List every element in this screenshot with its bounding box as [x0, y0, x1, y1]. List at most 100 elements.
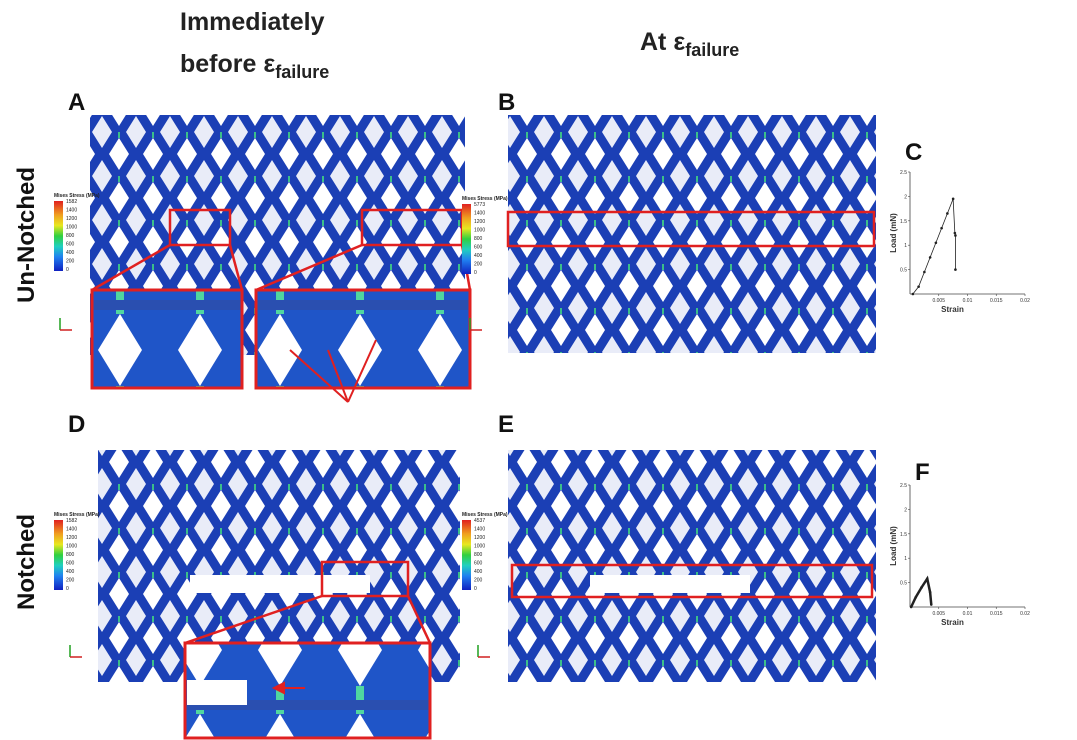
inset: [256, 290, 470, 388]
x-axis-label: Strain: [941, 305, 964, 314]
panel-letter: B: [498, 89, 515, 116]
legend-value: 1000: [474, 228, 485, 234]
data-point: [930, 603, 933, 606]
legend-value: 200: [474, 578, 483, 584]
y-tick-label: 2.5: [900, 170, 907, 176]
figure: Immediately before εfailure At εfailure …: [0, 0, 1077, 740]
data-point: [914, 596, 917, 599]
y-tick-label: 0.5: [900, 268, 907, 274]
legend-value: 400: [474, 569, 483, 575]
data-point: [946, 212, 949, 215]
legend-value: 1200: [474, 219, 485, 225]
y-tick-label: 1.5: [900, 219, 907, 225]
panel-letter: D: [68, 411, 85, 438]
legend-value: 800: [474, 552, 483, 558]
y-tick-label: 2.5: [900, 483, 907, 489]
panel-letter: E: [498, 411, 514, 438]
legend-value: 1400: [474, 527, 485, 533]
legend-value: 1200: [474, 535, 485, 541]
header-text: before ε: [180, 50, 275, 78]
color-bar: [462, 204, 471, 274]
row-label: Notched: [13, 514, 40, 610]
legend-value: 200: [66, 578, 75, 584]
y-tick-label: 0.5: [900, 581, 907, 587]
data-point: [923, 271, 926, 274]
panel-letter: F: [915, 459, 930, 486]
data-point: [954, 268, 957, 271]
legend-value: 5773: [474, 202, 485, 208]
color-bar: [54, 520, 63, 590]
y-axis-label: Load (mN): [889, 213, 898, 253]
legend-value: 800: [66, 233, 75, 239]
legend-value: 600: [66, 242, 75, 248]
legend-value: 1400: [66, 208, 77, 214]
notch: [187, 680, 247, 705]
header: Immediately: [180, 8, 325, 36]
legend-value: 1400: [474, 211, 485, 217]
data-point: [954, 234, 957, 237]
x-tick-label: 0.005: [932, 298, 945, 304]
x-tick-label: 0.015: [990, 611, 1003, 617]
x-tick-label: 0.02: [1020, 611, 1030, 617]
curve: [911, 579, 931, 607]
legend-value: 0: [474, 270, 477, 276]
notch: [190, 575, 370, 593]
inset: [92, 290, 242, 388]
notch: [590, 575, 750, 593]
y-tick-label: 1: [904, 243, 907, 249]
legend-value: 600: [66, 561, 75, 567]
data-point: [952, 198, 955, 201]
y-axis-label: Load (mN): [889, 526, 898, 566]
data-point: [954, 232, 957, 235]
color-bar: [54, 201, 63, 271]
legend-value: 200: [66, 259, 75, 265]
legend-value: 1200: [66, 216, 77, 222]
y-tick-label: 1: [904, 556, 907, 562]
legend-value: 800: [66, 552, 75, 558]
legend-value: 0: [474, 586, 477, 592]
row-label: Un-Notched: [13, 167, 40, 303]
legend-value: 0: [66, 586, 69, 592]
header-sub: failure: [685, 40, 739, 60]
legend-value: 200: [474, 262, 483, 268]
x-tick-label: 0.01: [963, 611, 973, 617]
data-point: [935, 241, 938, 244]
legend-value: 1000: [474, 544, 485, 550]
y-tick-label: 1.5: [900, 532, 907, 538]
data-point: [920, 586, 923, 589]
simulation-image: [508, 115, 876, 353]
legend-value: 400: [474, 253, 483, 259]
legend-value: 800: [474, 236, 483, 242]
panel-letter: C: [905, 139, 922, 166]
legend-value: 1582: [66, 199, 77, 205]
legend-value: 600: [474, 245, 483, 251]
legend-value: 0: [66, 267, 69, 273]
header: At εfailure: [640, 28, 739, 60]
x-tick-label: 0.015: [990, 298, 1003, 304]
data-point: [929, 256, 932, 259]
header-text: At ε: [640, 28, 685, 56]
x-tick-label: 0.005: [932, 611, 945, 617]
header: before εfailure: [180, 50, 329, 82]
x-tick-label: 0.01: [963, 298, 973, 304]
data-point: [917, 285, 920, 288]
legend-value: 400: [66, 250, 75, 256]
y-tick-label: 2: [904, 507, 907, 513]
curve: [913, 199, 956, 294]
legend-value: 4537: [474, 518, 485, 524]
legend-value: 600: [474, 561, 483, 567]
panel-letter: A: [68, 89, 85, 116]
data-point: [940, 227, 943, 230]
legend-value: 1000: [66, 225, 77, 231]
legend-value: 400: [66, 569, 75, 575]
legend-value: 1000: [66, 544, 77, 550]
y-tick-label: 2: [904, 194, 907, 200]
x-tick-label: 0.02: [1020, 298, 1030, 304]
header-sub: failure: [275, 62, 329, 82]
data-point: [926, 577, 929, 580]
legend-value: 1400: [66, 527, 77, 533]
data-point: [912, 293, 915, 296]
data-point: [910, 606, 913, 609]
x-axis-label: Strain: [941, 618, 964, 627]
legend-value: 1200: [66, 535, 77, 541]
